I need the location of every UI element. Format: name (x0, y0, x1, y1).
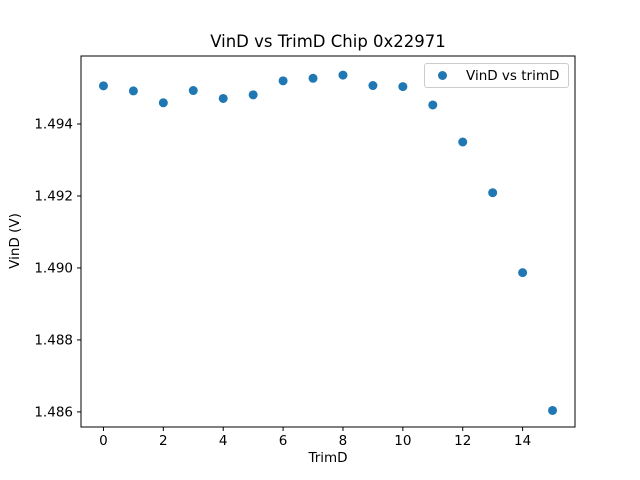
x-tick-label: 8 (339, 433, 348, 449)
x-tick-label: 12 (454, 433, 471, 449)
scatter-point (428, 100, 438, 110)
scatter-point (518, 268, 528, 278)
x-tick-label: 14 (514, 433, 531, 449)
scatter-point (278, 76, 288, 86)
legend-label: VinD vs trimD (466, 67, 560, 84)
x-axis-label: TrimD (308, 450, 348, 466)
y-tick-label: 1.492 (34, 188, 73, 204)
scatter-point (188, 86, 198, 96)
x-tick-label: 6 (279, 433, 288, 449)
scatter-point (548, 405, 558, 415)
scatter-point (248, 90, 258, 100)
plot-spines (80, 55, 576, 428)
legend-marker-circle-icon (438, 71, 447, 80)
scatter-point (308, 73, 318, 83)
y-tick-label: 1.486 (34, 404, 73, 420)
x-tick-label: 0 (99, 433, 108, 449)
chart-title: VinD vs TrimD Chip 0x22971 (210, 32, 446, 51)
legend: VinD vs trimD (424, 63, 569, 88)
scatter-point (128, 86, 138, 96)
scatter-point (368, 81, 378, 91)
y-tick-label: 1.488 (34, 332, 73, 348)
y-tick-label: 1.494 (34, 117, 73, 133)
scatter-point (98, 81, 108, 91)
y-tick-label: 1.490 (34, 260, 73, 276)
x-tick-label: 2 (159, 433, 168, 449)
scatter-point (218, 93, 228, 103)
scatter-point (158, 98, 168, 108)
scatter-point (338, 70, 348, 80)
scatter-point (488, 188, 498, 198)
y-axis-label: VinD (V) (7, 213, 23, 269)
scatter-point (458, 137, 468, 147)
x-tick-label: 10 (394, 433, 411, 449)
scatter-point (398, 82, 408, 92)
x-tick-label: 4 (219, 433, 228, 449)
